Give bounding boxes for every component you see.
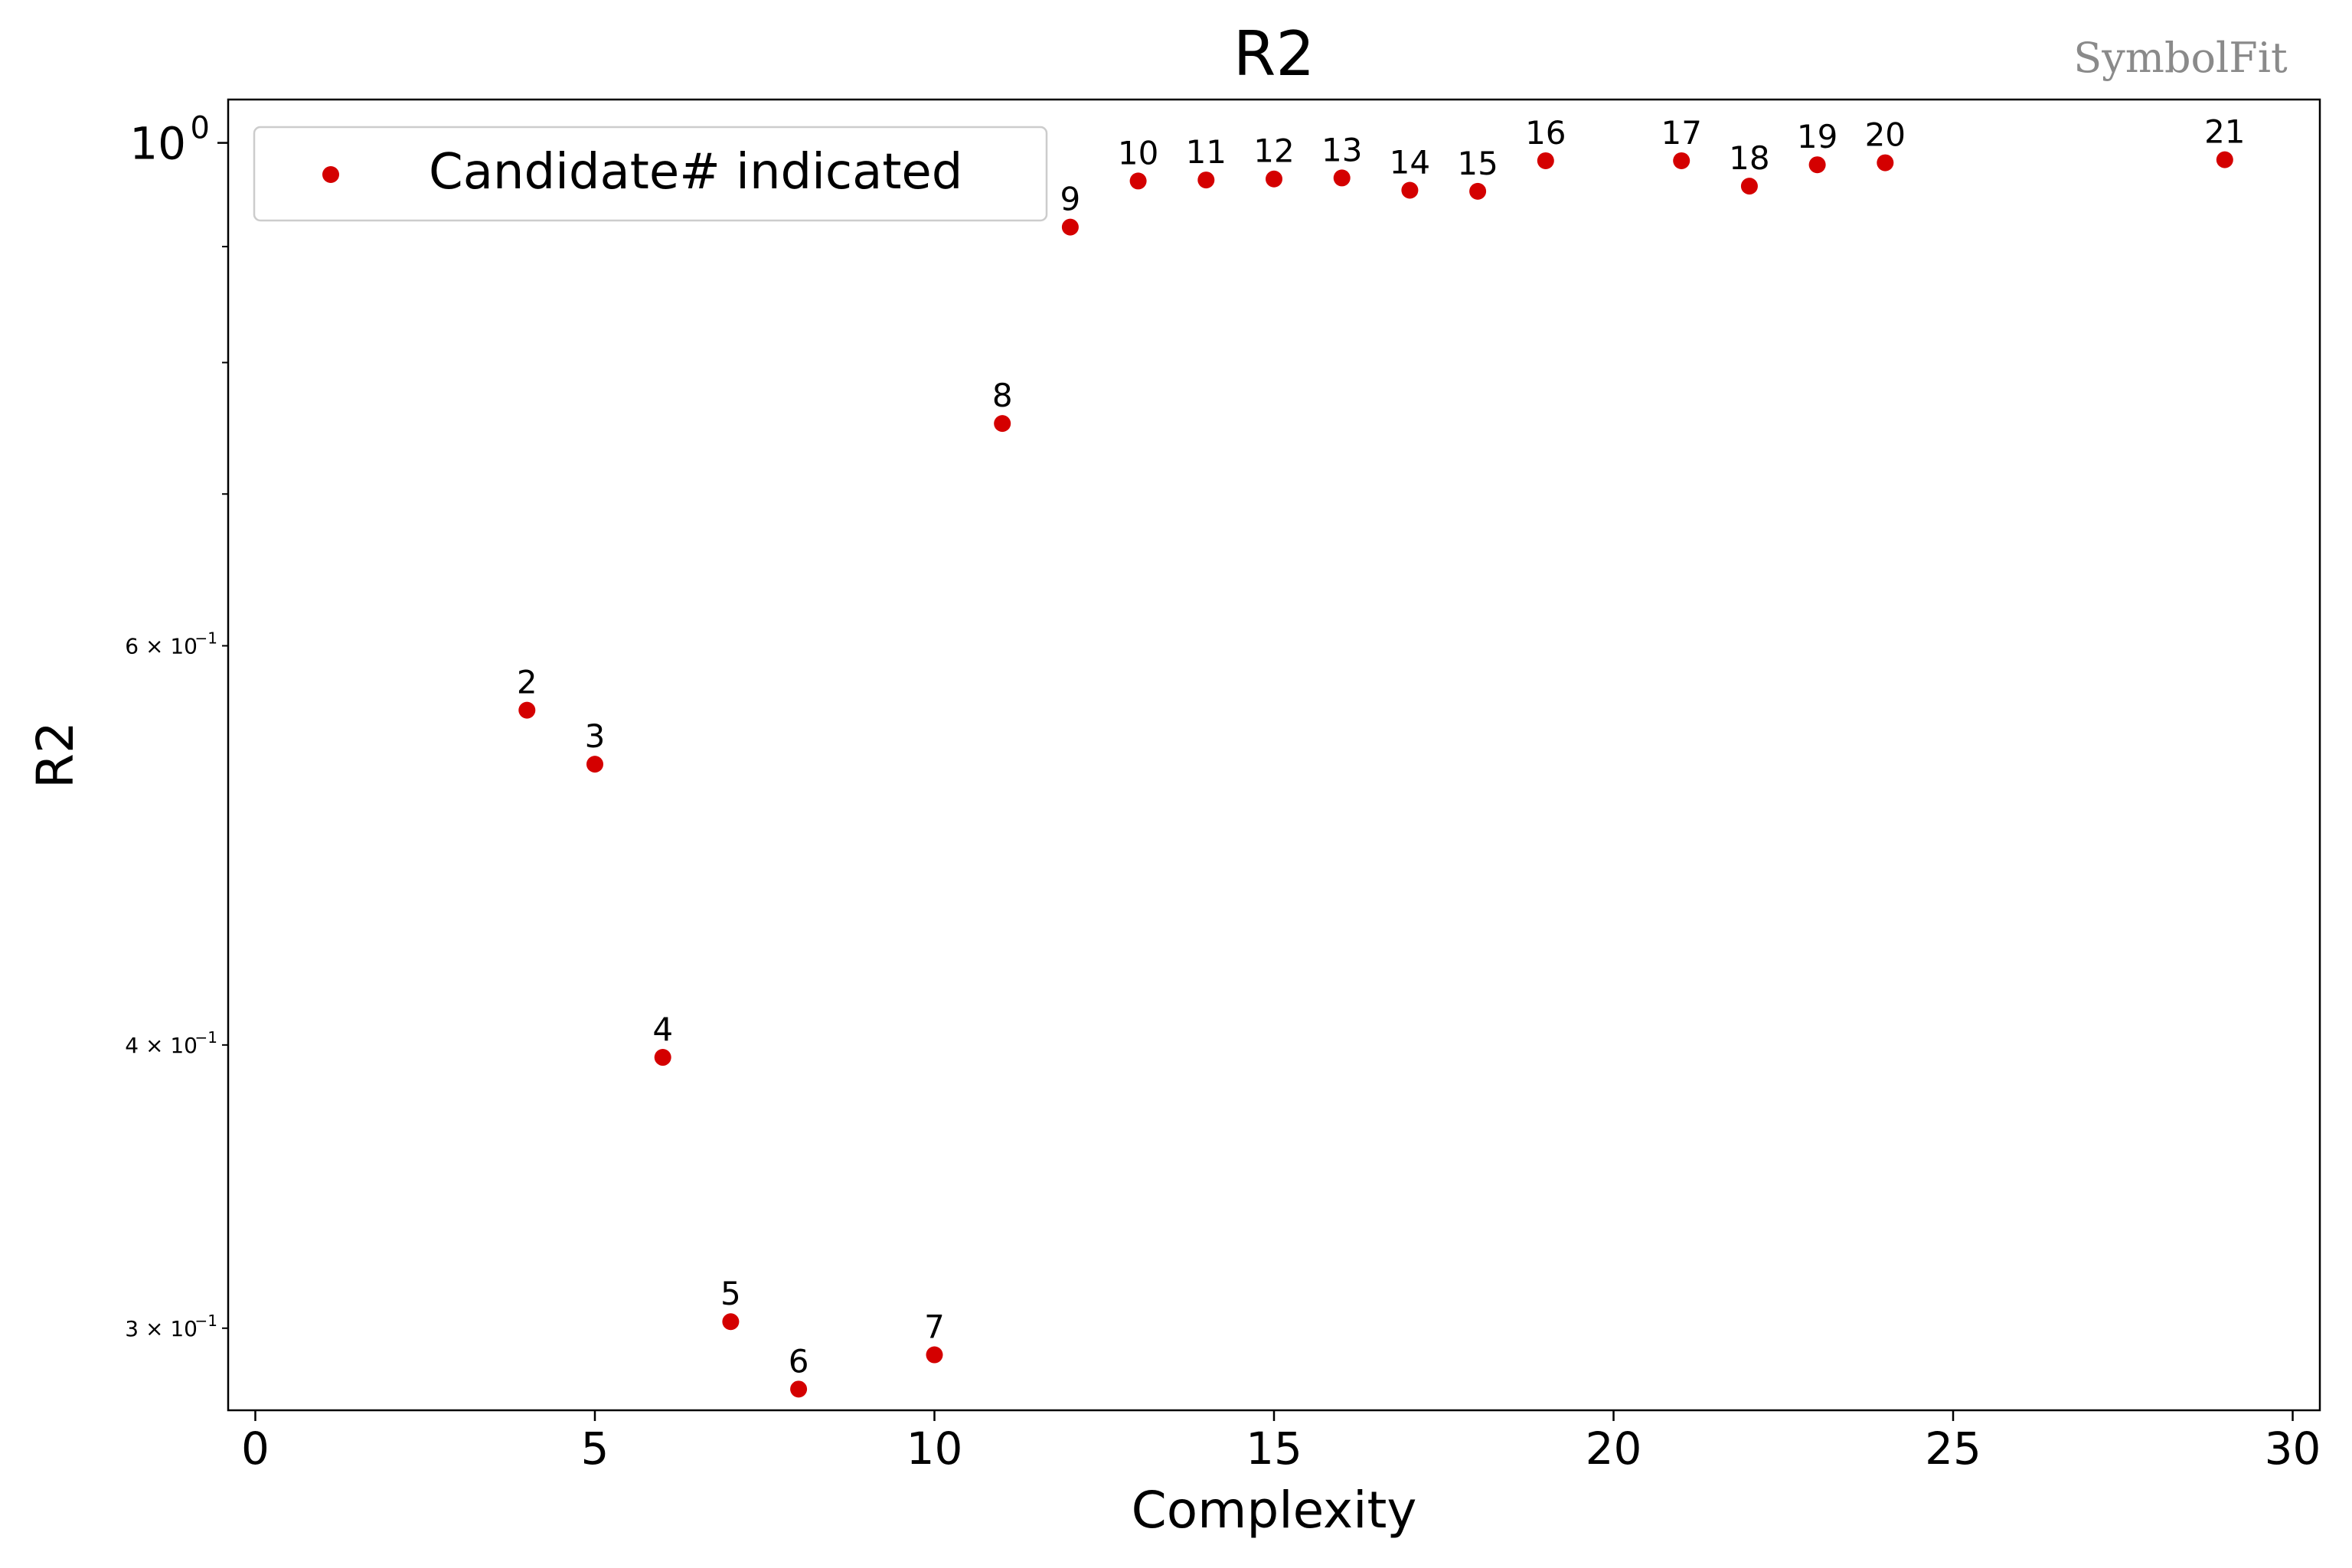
- data-point: [722, 1313, 740, 1331]
- point-label: 8: [992, 377, 1013, 414]
- x-tick-label: 25: [1925, 1423, 1981, 1475]
- y-tick-label: 3 × 10: [125, 1316, 198, 1341]
- legend-label: Candidate# indicated: [429, 144, 962, 201]
- y-tick-label-exponent: −1: [195, 629, 217, 647]
- data-point: [1877, 154, 1894, 172]
- data-point: [1673, 152, 1690, 169]
- legend-box: [253, 126, 1048, 222]
- plot-area: [227, 98, 2321, 1412]
- x-tick-label: 15: [1246, 1423, 1302, 1475]
- data-point: [1333, 169, 1351, 187]
- point-label: 15: [1457, 145, 1498, 182]
- y-tick-label: 6 × 10: [125, 633, 198, 658]
- x-axis-ticks: 0 5 10 15 20 25 30: [241, 1410, 2321, 1475]
- x-axis-label: Complexity: [1132, 1481, 1417, 1540]
- data-points: 2 3 4 5 6 7 8 9 10 11 12 13 14 15 16 17 18 19 20 21: [517, 113, 2246, 1398]
- x-tick-label: 5: [581, 1423, 609, 1475]
- data-point: [1061, 218, 1079, 236]
- x-tick-label: 20: [1586, 1423, 1642, 1475]
- point-label: 9: [1060, 181, 1081, 218]
- data-point: [654, 1049, 671, 1067]
- data-point: [1129, 172, 1147, 190]
- data-point: [1469, 182, 1487, 200]
- watermark-logo: SymbolFit: [2073, 34, 2288, 82]
- point-label: 20: [1865, 116, 1906, 154]
- data-point: [586, 756, 603, 773]
- data-point: [1808, 156, 1826, 174]
- data-point: [1197, 172, 1215, 189]
- y-axis-label: R2: [26, 721, 85, 789]
- y-axis-ticks: 10 06 × 10−14 × 10−13 × 10−1: [125, 111, 228, 1341]
- data-point: [790, 1380, 808, 1398]
- point-label: 16: [1525, 114, 1566, 152]
- point-label: 11: [1186, 133, 1227, 171]
- point-label: 3: [585, 717, 606, 755]
- x-tick-label: 0: [241, 1423, 270, 1475]
- y-tick-label-exponent: −1: [195, 1028, 217, 1047]
- point-label: 12: [1253, 132, 1294, 170]
- y-tick-label-exponent: 0: [191, 111, 210, 146]
- data-point: [1740, 178, 1758, 195]
- point-label: 21: [2204, 113, 2245, 151]
- data-point: [926, 1346, 943, 1364]
- y-tick-label-exponent: −1: [195, 1312, 217, 1330]
- data-point: [2216, 151, 2233, 168]
- chart-title: R2: [1233, 18, 1315, 90]
- point-label: 7: [924, 1308, 945, 1346]
- data-point: [1266, 170, 1282, 188]
- point-label: 10: [1118, 134, 1158, 172]
- point-label: 17: [1661, 114, 1701, 152]
- x-tick-label: 30: [2265, 1423, 2321, 1475]
- data-point: [1537, 152, 1554, 169]
- point-label: 13: [1321, 131, 1362, 168]
- y-tick-label: 10: [129, 118, 186, 170]
- data-point: [1401, 181, 1419, 199]
- point-label: 14: [1390, 144, 1430, 181]
- point-label: 18: [1729, 139, 1769, 177]
- point-label: 4: [652, 1011, 673, 1048]
- legend-marker: [322, 166, 339, 183]
- data-point: [994, 415, 1011, 433]
- y-tick-label: 4 × 10: [125, 1033, 198, 1058]
- point-label: 19: [1797, 118, 1838, 155]
- data-point: [518, 701, 536, 719]
- x-tick-label: 10: [906, 1423, 963, 1475]
- point-label: 2: [517, 664, 537, 701]
- legend: Candidate# indicated: [253, 126, 1048, 222]
- point-label: 5: [720, 1275, 741, 1312]
- point-label: 6: [789, 1342, 809, 1380]
